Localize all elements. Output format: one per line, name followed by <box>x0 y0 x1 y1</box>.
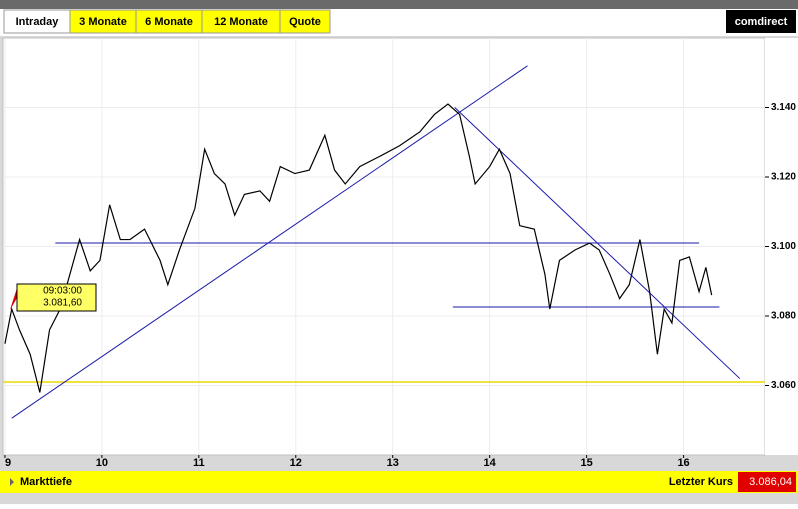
last-box <box>738 472 796 492</box>
logo: comdirect <box>735 16 788 28</box>
tab-label[interactable]: 3 Monate <box>79 16 127 28</box>
x-tick-label: 10 <box>96 457 108 469</box>
x-tick-label: 16 <box>677 457 689 469</box>
plot: 3.060 3.080 3.100 3.120 3.140 9 10 11 12 13 14 15 16… <box>3 38 796 469</box>
y-tick-label: 3.100 <box>771 241 796 252</box>
tooltip-box <box>16 283 97 312</box>
x-tick-label: 14 <box>484 457 497 469</box>
tooltip-pointer <box>9 288 17 311</box>
tabs: Intraday 3 Monate 6 Monate 12 Monate Quote <box>3 9 331 34</box>
tab-label[interactable]: Intraday <box>16 16 60 28</box>
tab-label[interactable]: 12 Monate <box>214 16 268 28</box>
arrow-icon <box>10 478 14 486</box>
footer-bar <box>0 471 798 493</box>
footer-link[interactable]: Markttiefe <box>20 476 72 488</box>
tab-label[interactable]: Quote <box>289 16 321 28</box>
y-tick-label: 3.140 <box>771 102 796 113</box>
x-tick-label: 12 <box>290 457 302 469</box>
y-tick-label: 3.120 <box>771 172 796 183</box>
y-tick-label: 3.080 <box>771 311 796 322</box>
x-tick-label: 11 <box>193 457 205 469</box>
axis-area <box>765 38 798 455</box>
trend-line <box>11 65 528 419</box>
y-tick-label: 3.060 <box>771 380 796 391</box>
x-tick-label: 13 <box>387 457 399 469</box>
tooltip-time: 09:03:00 <box>43 286 82 297</box>
tooltip-price: 3.081,60 <box>43 298 82 309</box>
price-line <box>4 103 713 393</box>
x-tick-label: 15 <box>580 457 592 469</box>
last-label: Letzter Kurs <box>669 476 733 488</box>
x-tick-label: 9 <box>5 457 11 469</box>
top-strip <box>0 0 798 9</box>
logo-box <box>726 10 796 33</box>
tab-label[interactable]: 6 Monate <box>145 16 193 28</box>
tab[interactable] <box>279 9 331 34</box>
last-value: 3.086,04 <box>749 476 792 488</box>
